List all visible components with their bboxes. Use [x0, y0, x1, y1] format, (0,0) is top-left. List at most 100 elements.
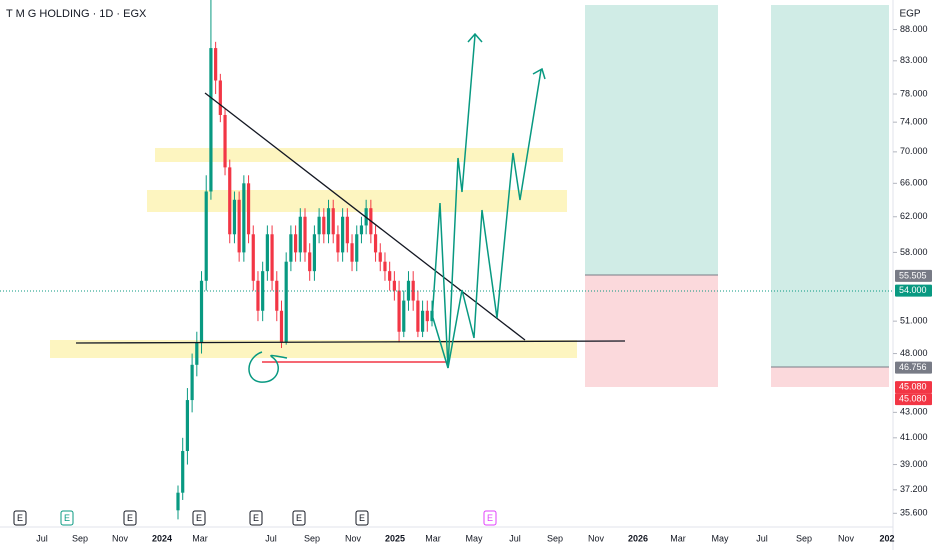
event-label: E	[359, 513, 365, 523]
candle-body	[232, 199, 237, 235]
candle-body	[350, 243, 354, 262]
stop-zone	[585, 275, 718, 387]
y-tick-label: 70.000	[900, 146, 928, 156]
candle-body	[359, 225, 364, 235]
chart-title: T M G HOLDING · 1D · EGX	[6, 8, 147, 20]
candle-body	[293, 234, 298, 253]
candle-body	[397, 290, 401, 332]
y-tick-label: 88.000	[900, 24, 928, 34]
x-tick-label: May	[711, 533, 729, 543]
support-band	[50, 340, 577, 358]
candle-body	[279, 310, 284, 343]
x-tick-label: Nov	[112, 533, 129, 543]
y-tick-label: 83.000	[900, 55, 928, 65]
candle-body	[261, 271, 265, 311]
candle-body	[270, 234, 274, 281]
candle-body	[237, 199, 241, 253]
candle-body	[228, 167, 232, 235]
candle-body	[275, 280, 279, 311]
candle-body	[308, 252, 312, 272]
event-badge	[249, 510, 263, 526]
stop-zone	[771, 367, 889, 387]
price-label: 46.756	[899, 362, 927, 372]
event-badge	[123, 510, 137, 526]
x-tick-label: Nov	[838, 533, 855, 543]
price-label-box	[895, 393, 932, 406]
x-tick-label: May	[465, 533, 483, 543]
event-label: E	[487, 513, 493, 523]
candle-body	[355, 234, 359, 262]
candle-body	[199, 280, 204, 343]
candle-body	[218, 80, 222, 115]
candle-body	[388, 271, 392, 281]
target-zone	[771, 5, 889, 367]
event-label: E	[127, 513, 133, 523]
candle-body	[392, 280, 396, 291]
candle-body	[378, 252, 382, 262]
trend-line	[204, 92, 526, 341]
candle-body	[341, 216, 345, 253]
candle-body	[373, 234, 378, 253]
x-tick-label: Jul	[265, 533, 277, 543]
price-label: 55.505	[899, 270, 927, 280]
event-label: E	[196, 513, 202, 523]
x-tick-label: 2026	[628, 533, 648, 543]
price-label: 45.080	[899, 381, 927, 391]
y-tick-label: 41.000	[900, 432, 928, 442]
candle-body	[246, 183, 251, 235]
y-tick-label: 74.000	[900, 117, 928, 127]
candle-body	[176, 492, 180, 511]
projection-path	[431, 32, 483, 369]
x-tick-label: Jul	[36, 533, 48, 543]
candle-body	[322, 216, 326, 235]
target-zone	[585, 5, 718, 275]
candle-body	[402, 300, 406, 332]
candle-body	[420, 310, 425, 332]
event-badge	[483, 510, 497, 526]
candle-body	[265, 234, 269, 272]
y-tick-label: 39.000	[900, 459, 928, 469]
event-badge	[192, 510, 206, 526]
x-tick-label: 202	[879, 533, 894, 543]
candle-body	[425, 310, 429, 322]
price-label-box	[895, 361, 932, 374]
event-label: E	[253, 513, 259, 523]
candle-body	[345, 216, 349, 244]
candle-body	[312, 234, 317, 272]
price-label: 45.080	[899, 393, 927, 403]
candle-body	[317, 216, 321, 235]
candle-body	[289, 234, 293, 262]
candle-body	[416, 300, 420, 332]
candle-body	[195, 342, 199, 365]
x-tick-label: Sep	[547, 533, 563, 543]
x-tick-label: Nov	[345, 533, 362, 543]
candle-body	[284, 261, 288, 343]
x-tick-label: Sep	[72, 533, 88, 543]
projection-path	[432, 67, 546, 369]
y-tick-label: 66.000	[900, 178, 928, 188]
candle-body	[223, 114, 227, 168]
x-tick-label: 2025	[385, 533, 405, 543]
candle-body	[298, 216, 302, 253]
x-tick-label: Mar	[425, 533, 441, 543]
support-line	[75, 340, 626, 344]
y-tick-label: 35.600	[900, 508, 928, 518]
x-tick-label: Nov	[588, 533, 605, 543]
candle-body	[411, 280, 415, 301]
event-badge	[292, 510, 306, 526]
event-badge	[13, 510, 27, 526]
y-tick-label: 48.000	[900, 348, 928, 358]
x-tick-label: Sep	[304, 533, 320, 543]
circle-mark	[248, 351, 288, 383]
x-tick-label: Jul	[509, 533, 521, 543]
candle-body	[256, 280, 260, 311]
candle-body	[190, 364, 194, 401]
event-label: E	[64, 513, 70, 523]
x-tick-label: Mar	[192, 533, 208, 543]
candle-body	[336, 234, 340, 253]
y-tick-label: 51.000	[900, 316, 928, 326]
resistance-band	[155, 148, 563, 162]
currency: EGP	[899, 9, 920, 20]
event-badge	[355, 510, 369, 526]
